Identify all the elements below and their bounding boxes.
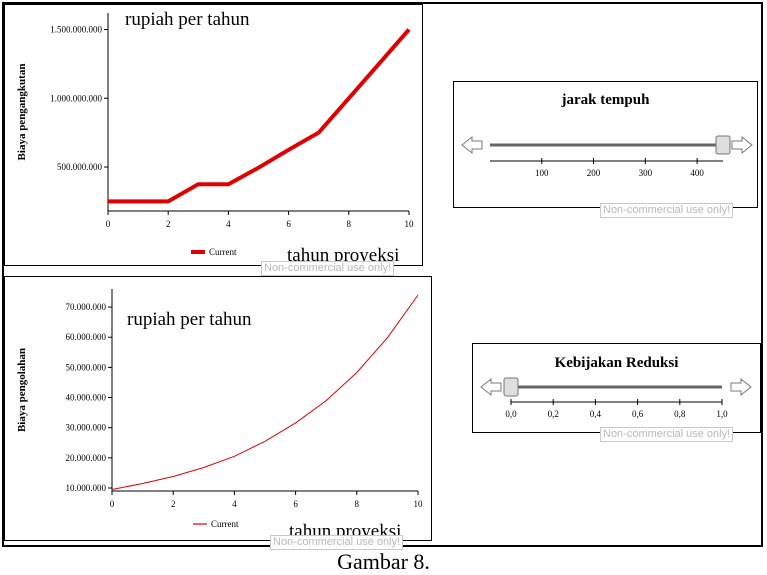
x-tick-label: 4 bbox=[232, 499, 237, 509]
chart-transport-xlabel: tahun proyeksi bbox=[287, 245, 400, 266]
chart-panel-transport: 500.000.000 1.000.000.000 1.500.000.000 0 2 4… bbox=[4, 4, 423, 266]
slider-kebijakan[interactable]: 0,0 0,2 0,4 0,6 0,8 1,0 bbox=[473, 344, 762, 434]
x-tick-label: 10 bbox=[405, 219, 415, 229]
slider-tick-label: 0,4 bbox=[590, 409, 602, 419]
arrow-right-icon bbox=[731, 135, 753, 155]
slider-kebijakan-title: Kebijakan Reduksi bbox=[554, 355, 679, 371]
chart-processing: 10.000.000 20.000.000 30.000.000 40.000.000… bbox=[16, 289, 424, 529]
slider-tick-label: 100 bbox=[535, 168, 549, 178]
y-tick-label: 20.000.000 bbox=[66, 453, 107, 463]
slider-jarak-title: jarak tempuh bbox=[561, 92, 650, 108]
y-tick-label: 70.000.000 bbox=[66, 302, 107, 312]
y-tick-label: 10.000.000 bbox=[66, 483, 107, 493]
watermark-3: Non-commercial use only! bbox=[600, 203, 734, 218]
slider-panel-jarak: jarak tempuh 100 200 300 400 bbox=[453, 81, 758, 208]
x-tick-label: 8 bbox=[355, 499, 360, 509]
slider-tick-label: 0,2 bbox=[548, 409, 559, 419]
y-axis-label: Biaya pengolahan bbox=[16, 348, 28, 432]
slider-panel-kebijakan: Kebijakan Reduksi 0,0 0,2 0,4 0,6 0,8 1,0 bbox=[472, 343, 761, 433]
y-tick-label: 1.500.000.000 bbox=[50, 25, 102, 35]
x-tick-label: 0 bbox=[110, 499, 115, 509]
figure-caption: Gambar 8. bbox=[337, 549, 430, 574]
x-tick-label: 4 bbox=[226, 219, 231, 229]
slider-tick-label: 400 bbox=[690, 168, 704, 178]
arrow-left-icon bbox=[461, 135, 483, 155]
slider-handle[interactable] bbox=[503, 377, 519, 397]
y-axis-label: Biaya pengangkutan bbox=[16, 64, 28, 161]
slider-tick-label: 300 bbox=[639, 168, 653, 178]
slider-jarak[interactable]: 100 200 300 400 bbox=[454, 82, 759, 209]
watermark-4: Non-commercial use only! bbox=[600, 427, 734, 442]
legend-label: Current bbox=[211, 519, 239, 529]
slider-tick-label: 200 bbox=[587, 168, 601, 178]
slider-handle[interactable] bbox=[715, 135, 731, 155]
legend-label: Current bbox=[209, 247, 237, 257]
y-tick-label: 1.000.000.000 bbox=[50, 93, 102, 103]
y-tick-label: 500.000.000 bbox=[57, 162, 103, 172]
series-line bbox=[108, 28, 411, 204]
arrow-left-icon bbox=[480, 377, 502, 397]
slider-tick-label: 0,8 bbox=[674, 409, 686, 419]
slider-tick-label: 0,0 bbox=[505, 409, 517, 419]
chart-processing-title: rupiah per tahun bbox=[127, 309, 252, 330]
x-tick-label: 2 bbox=[171, 499, 176, 509]
x-tick-label: 2 bbox=[166, 219, 171, 229]
chart-transport: 500.000.000 1.000.000.000 1.500.000.000 0 2 4… bbox=[16, 13, 415, 257]
arrow-right-icon bbox=[730, 377, 752, 397]
chart-panel-processing: 10.000.000 20.000.000 30.000.000 40.000.000… bbox=[4, 276, 432, 542]
x-tick-label: 10 bbox=[414, 499, 424, 509]
slider-tick-label: 0,6 bbox=[632, 409, 644, 419]
series-line bbox=[111, 294, 419, 490]
y-tick-label: 60.000.000 bbox=[66, 332, 107, 342]
chart-transport-title: rupiah per tahun bbox=[125, 9, 250, 30]
y-tick-label: 40.000.000 bbox=[66, 393, 107, 403]
slider-tick-label: 1,0 bbox=[716, 409, 728, 419]
watermark-1: Non-commercial use only! bbox=[261, 261, 395, 276]
x-tick-label: 6 bbox=[293, 499, 298, 509]
x-tick-label: 0 bbox=[106, 219, 111, 229]
y-tick-label: 30.000.000 bbox=[66, 423, 107, 433]
y-tick-label: 50.000.000 bbox=[66, 362, 107, 372]
x-tick-label: 8 bbox=[347, 219, 352, 229]
watermark-2: Non-commercial use only! bbox=[270, 535, 404, 550]
x-tick-label: 6 bbox=[286, 219, 291, 229]
